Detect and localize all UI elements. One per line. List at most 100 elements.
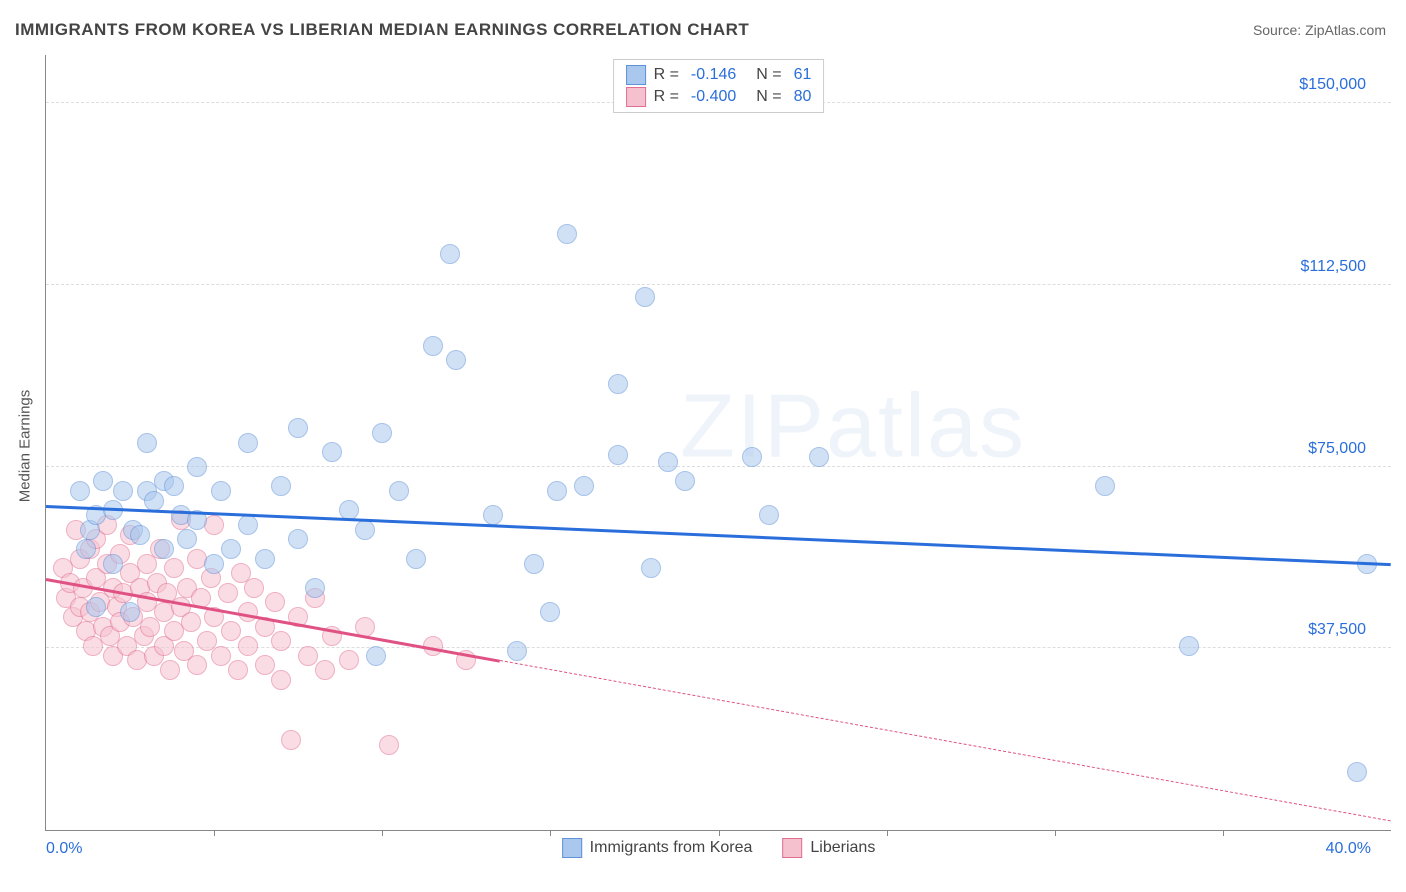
chart-title: IMMIGRANTS FROM KOREA VS LIBERIAN MEDIAN… bbox=[15, 20, 749, 40]
data-point-korea bbox=[759, 505, 779, 525]
source-attribution: Source: ZipAtlas.com bbox=[1253, 22, 1386, 38]
legend-n-label: N = bbox=[756, 86, 781, 108]
series-name: Liberians bbox=[810, 839, 875, 857]
legend-r-label: R = bbox=[654, 86, 679, 108]
x-tick bbox=[887, 830, 888, 836]
data-point-liberians bbox=[164, 558, 184, 578]
data-point-liberians bbox=[181, 612, 201, 632]
data-point-korea bbox=[742, 447, 762, 467]
gridline-h bbox=[46, 284, 1391, 285]
y-tick-label: $112,500 bbox=[1300, 258, 1366, 276]
data-point-liberians bbox=[271, 631, 291, 651]
data-point-liberians bbox=[228, 660, 248, 680]
y-axis-label: Median Earnings bbox=[16, 390, 33, 503]
x-tick bbox=[719, 830, 720, 836]
data-point-korea bbox=[130, 525, 150, 545]
legend-n-value: 80 bbox=[794, 86, 812, 108]
data-point-korea bbox=[204, 554, 224, 574]
data-point-liberians bbox=[339, 650, 359, 670]
data-point-korea bbox=[524, 554, 544, 574]
trend-line bbox=[46, 505, 1391, 566]
legend-r-value: -0.400 bbox=[691, 86, 736, 108]
data-point-liberians bbox=[160, 660, 180, 680]
data-point-korea bbox=[366, 646, 386, 666]
data-point-korea bbox=[483, 505, 503, 525]
data-point-korea bbox=[1179, 636, 1199, 656]
data-point-korea bbox=[446, 350, 466, 370]
series-name: Immigrants from Korea bbox=[590, 839, 753, 857]
data-point-liberians bbox=[238, 636, 258, 656]
data-point-korea bbox=[154, 539, 174, 559]
data-point-korea bbox=[164, 476, 184, 496]
legend-swatch bbox=[782, 838, 802, 858]
series-legend-item-liberians: Liberians bbox=[782, 838, 875, 858]
data-point-korea bbox=[355, 520, 375, 540]
data-point-korea bbox=[177, 529, 197, 549]
legend-r-value: -0.146 bbox=[691, 64, 736, 86]
x-axis-max-label: 40.0% bbox=[1326, 840, 1371, 858]
series-legend-item-korea: Immigrants from Korea bbox=[562, 838, 753, 858]
x-tick bbox=[214, 830, 215, 836]
data-point-liberians bbox=[379, 735, 399, 755]
source-label: Source: bbox=[1253, 22, 1305, 38]
data-point-korea bbox=[557, 224, 577, 244]
data-point-korea bbox=[675, 471, 695, 491]
data-point-liberians bbox=[187, 655, 207, 675]
data-point-korea bbox=[187, 457, 207, 477]
data-point-korea bbox=[641, 558, 661, 578]
legend-row-liberians: R = -0.400 N = 80 bbox=[626, 86, 812, 108]
legend-swatch bbox=[626, 87, 646, 107]
data-point-korea bbox=[635, 287, 655, 307]
watermark-atlas: atlas bbox=[826, 377, 1026, 477]
data-point-korea bbox=[120, 602, 140, 622]
x-tick bbox=[1055, 830, 1056, 836]
watermark: ZIPatlas bbox=[680, 376, 1026, 479]
data-point-korea bbox=[322, 442, 342, 462]
data-point-liberians bbox=[218, 583, 238, 603]
y-tick-label: $150,000 bbox=[1299, 76, 1366, 94]
data-point-liberians bbox=[221, 621, 241, 641]
data-point-korea bbox=[540, 602, 560, 622]
data-point-korea bbox=[103, 554, 123, 574]
data-point-korea bbox=[305, 578, 325, 598]
data-point-korea bbox=[137, 433, 157, 453]
chart-plot-area: ZIPatlas R = -0.146 N = 61R = -0.400 N = 8… bbox=[45, 55, 1391, 831]
data-point-liberians bbox=[281, 730, 301, 750]
x-tick bbox=[382, 830, 383, 836]
data-point-korea bbox=[221, 539, 241, 559]
trend-line bbox=[500, 660, 1391, 821]
data-point-korea bbox=[271, 476, 291, 496]
data-point-korea bbox=[113, 481, 133, 501]
data-point-korea bbox=[423, 336, 443, 356]
legend-n-label: N = bbox=[756, 64, 781, 86]
data-point-liberians bbox=[298, 646, 318, 666]
data-point-korea bbox=[86, 597, 106, 617]
data-point-korea bbox=[255, 549, 275, 569]
legend-swatch bbox=[626, 65, 646, 85]
data-point-liberians bbox=[271, 670, 291, 690]
data-point-korea bbox=[608, 445, 628, 465]
data-point-korea bbox=[608, 374, 628, 394]
data-point-korea bbox=[372, 423, 392, 443]
y-tick-label: $37,500 bbox=[1308, 621, 1366, 639]
source-link[interactable]: ZipAtlas.com bbox=[1305, 22, 1386, 38]
data-point-korea bbox=[288, 529, 308, 549]
data-point-liberians bbox=[244, 578, 264, 598]
x-axis-min-label: 0.0% bbox=[46, 840, 82, 858]
data-point-liberians bbox=[315, 660, 335, 680]
data-point-korea bbox=[238, 433, 258, 453]
correlation-legend: R = -0.146 N = 61R = -0.400 N = 80 bbox=[613, 59, 825, 113]
legend-n-value: 61 bbox=[794, 64, 812, 86]
data-point-korea bbox=[1095, 476, 1115, 496]
data-point-korea bbox=[144, 491, 164, 511]
data-point-korea bbox=[440, 244, 460, 264]
data-point-liberians bbox=[255, 655, 275, 675]
data-point-korea bbox=[547, 481, 567, 501]
data-point-korea bbox=[658, 452, 678, 472]
x-tick bbox=[1223, 830, 1224, 836]
x-tick bbox=[550, 830, 551, 836]
gridline-h bbox=[46, 466, 1391, 467]
data-point-korea bbox=[238, 515, 258, 535]
data-point-korea bbox=[1347, 762, 1367, 782]
data-point-korea bbox=[76, 539, 96, 559]
